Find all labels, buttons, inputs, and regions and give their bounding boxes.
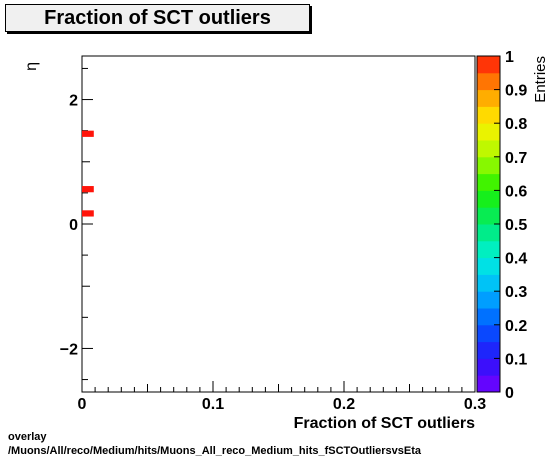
z-tick-label: 0.9 [505, 83, 527, 100]
color-scale-segment [477, 156, 500, 175]
chart-title: Fraction of SCT outliers [5, 4, 310, 32]
y-tick-label: 0 [69, 217, 78, 234]
x-axis-title: Fraction of SCT outliers [294, 415, 475, 432]
color-scale-segment [477, 274, 500, 292]
color-scale-segment [477, 257, 500, 275]
y-tick-label: 2 [69, 93, 78, 110]
color-scale-segment [477, 89, 500, 107]
z-tick-label: 1 [505, 49, 514, 66]
x-tick-label: 0.3 [464, 396, 486, 413]
heatmap-cell [82, 186, 94, 193]
color-scale-segment [477, 207, 500, 225]
color-scale-segment [477, 240, 500, 259]
color-scale-segment [477, 341, 500, 359]
x-tick-label: 0.2 [333, 396, 355, 413]
z-axis-title: Entries [532, 56, 546, 103]
footer-line-2: /Muons/All/reco/Medium/hits/Muons_All_re… [8, 445, 421, 457]
z-tick-label: 0.5 [505, 217, 527, 234]
z-tick-label: 0.2 [505, 318, 527, 335]
heatmap-cell [82, 130, 94, 137]
color-scale-segment [477, 56, 500, 74]
footer-line-1: overlay [8, 431, 47, 443]
color-scale-segment [477, 324, 500, 343]
y-tick-label: −2 [60, 341, 78, 358]
color-scale-segment [477, 140, 500, 158]
color-scale-segment [477, 190, 500, 208]
z-tick-label: 0.7 [505, 150, 527, 167]
color-scale-segment [477, 106, 500, 124]
z-tick-label: 0.8 [505, 116, 527, 133]
z-tick-label: 0.1 [505, 351, 527, 368]
x-tick-label: 0 [78, 396, 87, 413]
z-tick-label: 0.3 [505, 284, 527, 301]
z-tick-label: 0.6 [505, 183, 527, 200]
z-tick-label: 0.4 [505, 251, 527, 268]
z-tick-label: 0 [505, 385, 514, 402]
color-scale-segment [477, 291, 500, 309]
color-scale-segment [477, 173, 500, 191]
color-scale-segment [477, 308, 500, 326]
color-scale-segment [477, 375, 500, 393]
heatmap-cell [82, 210, 94, 217]
color-scale-segment [477, 224, 500, 242]
y-axis-title: η [23, 62, 40, 71]
color-scale-segment [477, 358, 500, 376]
color-scale-segment [477, 72, 500, 91]
x-tick-label: 0.1 [202, 396, 224, 413]
plot-frame [81, 55, 476, 393]
color-scale-segment [477, 123, 500, 141]
